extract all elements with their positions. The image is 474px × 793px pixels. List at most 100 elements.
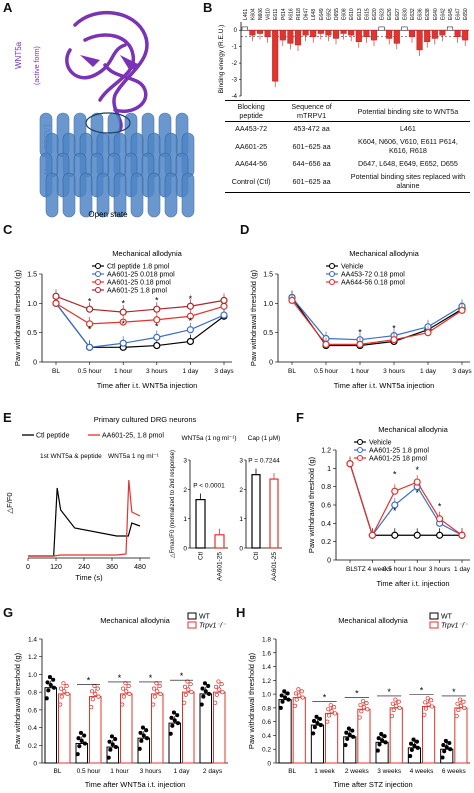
data-dot (107, 739, 112, 744)
panel-g-bar-chart: Mechanical allodynia WT Trpv1⁻/⁻ 0 0.2 0.4 0.6… (13, 612, 228, 789)
y-tick-label: 0.2 (321, 539, 331, 546)
x-tick-label: STZ 4 weeks (353, 566, 392, 573)
bar (401, 26, 408, 31)
y-tick-label: 0 (234, 28, 238, 34)
significance-star: * (415, 488, 419, 498)
table-row: AA601-25 601~625 aa K604, N606, V610, E611… (225, 135, 470, 157)
significance-star: * (323, 692, 327, 702)
data-dot (189, 690, 194, 695)
significance-star: * (189, 294, 193, 304)
data-point (391, 487, 399, 495)
x-tick-label: 3 days (452, 368, 472, 375)
table-cell: 644~656 aa (292, 159, 331, 168)
x-tick-label: 0.5 hour (383, 566, 408, 573)
data-dot (326, 707, 331, 712)
legend-label: Vehicle (369, 440, 392, 447)
data-dot (365, 707, 370, 712)
category-label: E615 (364, 8, 370, 20)
data-dot (325, 719, 330, 724)
data-dot (456, 707, 461, 713)
wnt5a-label-line1: WNT5a (15, 41, 23, 69)
inset-bar (214, 534, 225, 549)
y-tick-label: 0 (33, 761, 37, 768)
data-dot (82, 741, 88, 746)
significance-star: * (387, 687, 391, 697)
bar (408, 29, 416, 38)
significance-star: * (420, 686, 424, 696)
bar (44, 687, 57, 764)
category-label: E636 (418, 8, 424, 20)
x-tick-label: 1 week (314, 768, 335, 775)
data-dot (95, 686, 100, 691)
data-point (153, 341, 161, 350)
table-row: Control (Ctl) 601~625 aa Potential binding… (225, 170, 470, 193)
x-tick-label: 0.5 hour (77, 768, 102, 775)
data-dot (203, 689, 208, 694)
data-dot (182, 700, 187, 705)
chart-title: Mechanical allodynia (378, 425, 448, 434)
data-dot (279, 693, 284, 698)
data-point (458, 531, 466, 539)
bar (454, 707, 468, 764)
data-point (153, 305, 161, 313)
data-dot (62, 689, 67, 694)
data-point (153, 333, 161, 341)
wnt5a-strand (83, 33, 135, 102)
bar (241, 26, 248, 31)
panel-a-structure: WNT5a (active form) Mouse TRPV1 Open sta… (15, 10, 195, 219)
legend-swatch (187, 612, 197, 620)
annotation-first: 1st WNT5a & peptide (40, 453, 102, 460)
data-dot (65, 691, 70, 696)
x-tick-label: 4 weeks (410, 768, 435, 775)
data-dot (182, 684, 188, 689)
data-dot (200, 686, 205, 691)
data-dot (138, 730, 143, 735)
x-tick-label: 6 weeks (442, 768, 467, 775)
legend-marker (328, 262, 336, 270)
data-dot (123, 681, 128, 686)
data-dot (376, 736, 381, 741)
y-tick-label: 1.0 (27, 301, 37, 308)
data-dot (186, 687, 191, 692)
data-dot (314, 714, 319, 719)
wnt5a-sheet (80, 55, 100, 67)
legend-marker (328, 270, 336, 278)
data-point (413, 478, 421, 486)
y-tick-label: 1.2 (321, 448, 331, 455)
inset-title: Cap (1 μM) (248, 435, 281, 442)
bar (317, 29, 324, 34)
data-dot (213, 700, 218, 705)
table-cell: 601~625 aa (292, 141, 331, 151)
bar (348, 29, 355, 36)
data-dot (345, 736, 350, 741)
wnt5a-strand (103, 63, 148, 113)
x-tick-label: BL (288, 768, 296, 775)
data-point (119, 308, 127, 316)
inset-y-tick-label: 2 (239, 487, 243, 494)
y-axis-label: Paw withdrawal threshold (g) (13, 652, 22, 749)
table-header-sequence: Sequence of mTRPV1 (277, 100, 346, 122)
data-dot (458, 697, 463, 702)
data-dot (343, 743, 348, 748)
data-dot (429, 704, 435, 709)
x-tick-label: 1 day (420, 368, 437, 375)
category-label: E620 (372, 8, 378, 20)
y-tick-label: 0.5 (27, 330, 37, 337)
bar (58, 693, 71, 764)
legend-marker (94, 262, 102, 270)
data-dot (382, 734, 387, 739)
y-tick-label: -4 (232, 94, 238, 100)
table-header-site: Potential binding site to WNT5a (345, 100, 470, 122)
x-tick-label: 1 day (454, 566, 471, 573)
panel-c-line-chart: Mechanical allodynia 0 0.5 1.0 1.5 BL 0.5 hour… (13, 249, 234, 390)
data-point (85, 320, 94, 328)
data-dot (351, 734, 356, 739)
p-value: P = 0.7244 (248, 458, 280, 465)
inset-y-tick-label: 2 (183, 487, 187, 494)
x-tick-label: 0.5 hour (314, 368, 339, 375)
y-tick-label: 1.0 (28, 672, 37, 679)
bar (340, 29, 347, 34)
data-dot (332, 705, 337, 710)
inset-y-tick-label: 1 (239, 516, 243, 523)
data-dot (108, 747, 113, 752)
